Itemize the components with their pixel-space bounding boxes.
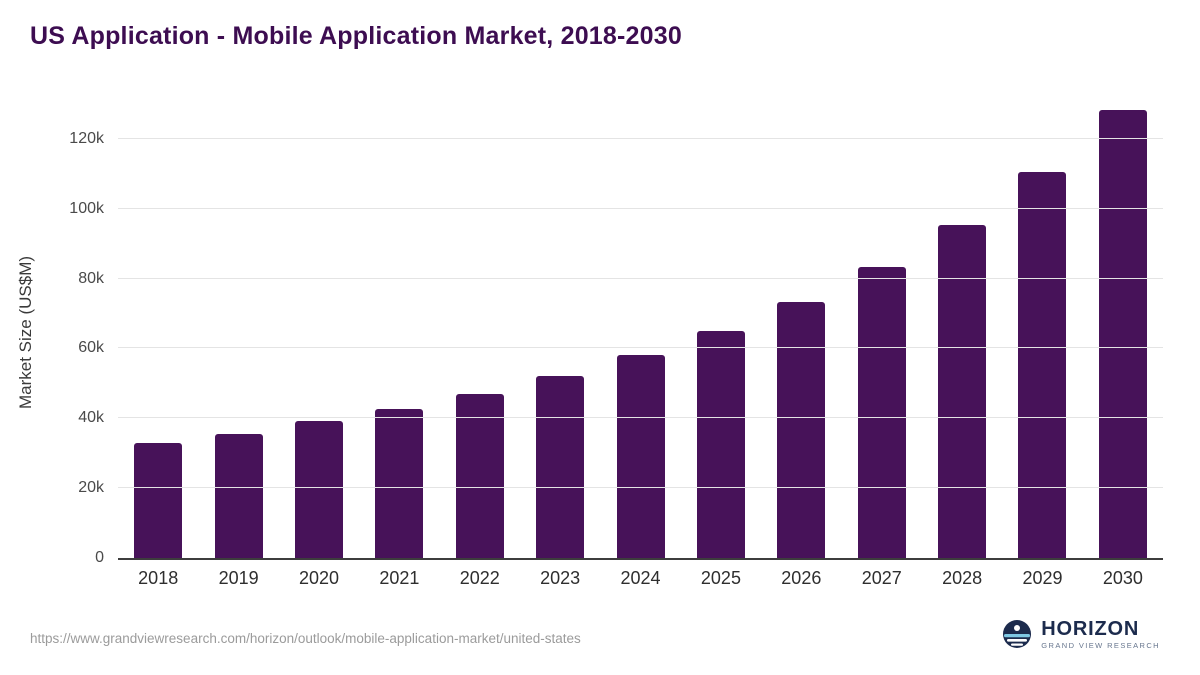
bar-slot-2027: [842, 104, 922, 558]
bar-2019: [214, 434, 263, 558]
horizon-logo: HORIZON GRAND VIEW RESEARCH: [1002, 619, 1160, 650]
x-tick-label-2020: 2020: [298, 568, 339, 588]
bar-2020: [294, 421, 343, 558]
x-tick-label-2030: 2030: [1102, 568, 1143, 588]
logo-title: HORIZON: [1041, 618, 1140, 640]
y-tick-label-120k: 120k: [69, 129, 104, 147]
y-tick-label-40k: 40k: [78, 409, 104, 427]
bar-2029: [1018, 172, 1067, 558]
bar-slot-2019: [198, 104, 278, 558]
x-tick-label-2029: 2029: [1022, 568, 1063, 588]
bars-container: [118, 104, 1163, 558]
bar-2025: [696, 330, 745, 558]
bar-2030: [1098, 109, 1147, 558]
x-tick-label-2022: 2022: [459, 568, 500, 588]
chart-title: US Application - Mobile Application Mark…: [30, 22, 682, 50]
y-tick-label-0: 0: [95, 549, 104, 566]
y-tick-label-80k: 80k: [78, 269, 104, 287]
bar-2024: [616, 354, 665, 558]
bar-2023: [536, 376, 585, 558]
bar-2028: [938, 224, 987, 558]
x-tick-label-2025: 2025: [700, 568, 741, 588]
x-tick-label-2024: 2024: [620, 568, 661, 588]
bar-2026: [777, 301, 826, 558]
x-tick-label-2018: 2018: [138, 568, 179, 588]
bar-slot-2029: [1002, 104, 1082, 558]
x-tick-label-2026: 2026: [781, 568, 822, 588]
x-tick-label-2023: 2023: [540, 568, 581, 588]
bar-slot-2025: [681, 104, 761, 558]
logo-text: HORIZON GRAND VIEW RESEARCH: [1041, 619, 1160, 650]
x-tick-label-2028: 2028: [942, 568, 983, 588]
x-axis: 2018 2019 2020 2021 2022 2023 2024 2025 2026 2027…: [118, 568, 1163, 589]
plot-area: 0 20k 40k 60k 80k 100k 120k: [69, 104, 1163, 566]
gridline: [118, 417, 1163, 419]
gridline: [118, 277, 1163, 279]
y-tick-label-60k: 60k: [78, 339, 104, 357]
y-axis-label: Market Size (US$M): [16, 255, 35, 409]
y-tick-label-20k: 20k: [78, 479, 104, 497]
bar-2022: [455, 393, 504, 558]
bar-slot-2021: [359, 104, 439, 558]
logo-subtitle: GRAND VIEW RESEARCH: [1041, 641, 1160, 650]
bar-2021: [375, 408, 424, 558]
gridline: [118, 207, 1163, 209]
y-tick-label-100k: 100k: [69, 199, 104, 217]
source-url: https://www.grandviewresearch.com/horizo…: [30, 631, 581, 646]
x-tick-label-2021: 2021: [379, 568, 420, 588]
horizon-logo-icon: [1003, 620, 1032, 649]
bar-2018: [134, 443, 183, 558]
bar-slot-2028: [922, 104, 1002, 558]
gridline: [118, 487, 1163, 489]
bar-slot-2018: [118, 104, 198, 558]
x-tick-label-2019: 2019: [218, 568, 259, 588]
bar-slot-2023: [520, 104, 600, 558]
bar-2027: [857, 266, 906, 558]
gridline: [118, 347, 1163, 349]
gridline: [118, 137, 1163, 139]
bar-slot-2022: [440, 104, 520, 558]
bar-slot-2020: [279, 104, 359, 558]
bar-slot-2030: [1083, 104, 1163, 558]
bar-slot-2026: [761, 104, 841, 558]
bar-slot-2024: [600, 104, 680, 558]
x-tick-label-2027: 2027: [861, 568, 902, 588]
